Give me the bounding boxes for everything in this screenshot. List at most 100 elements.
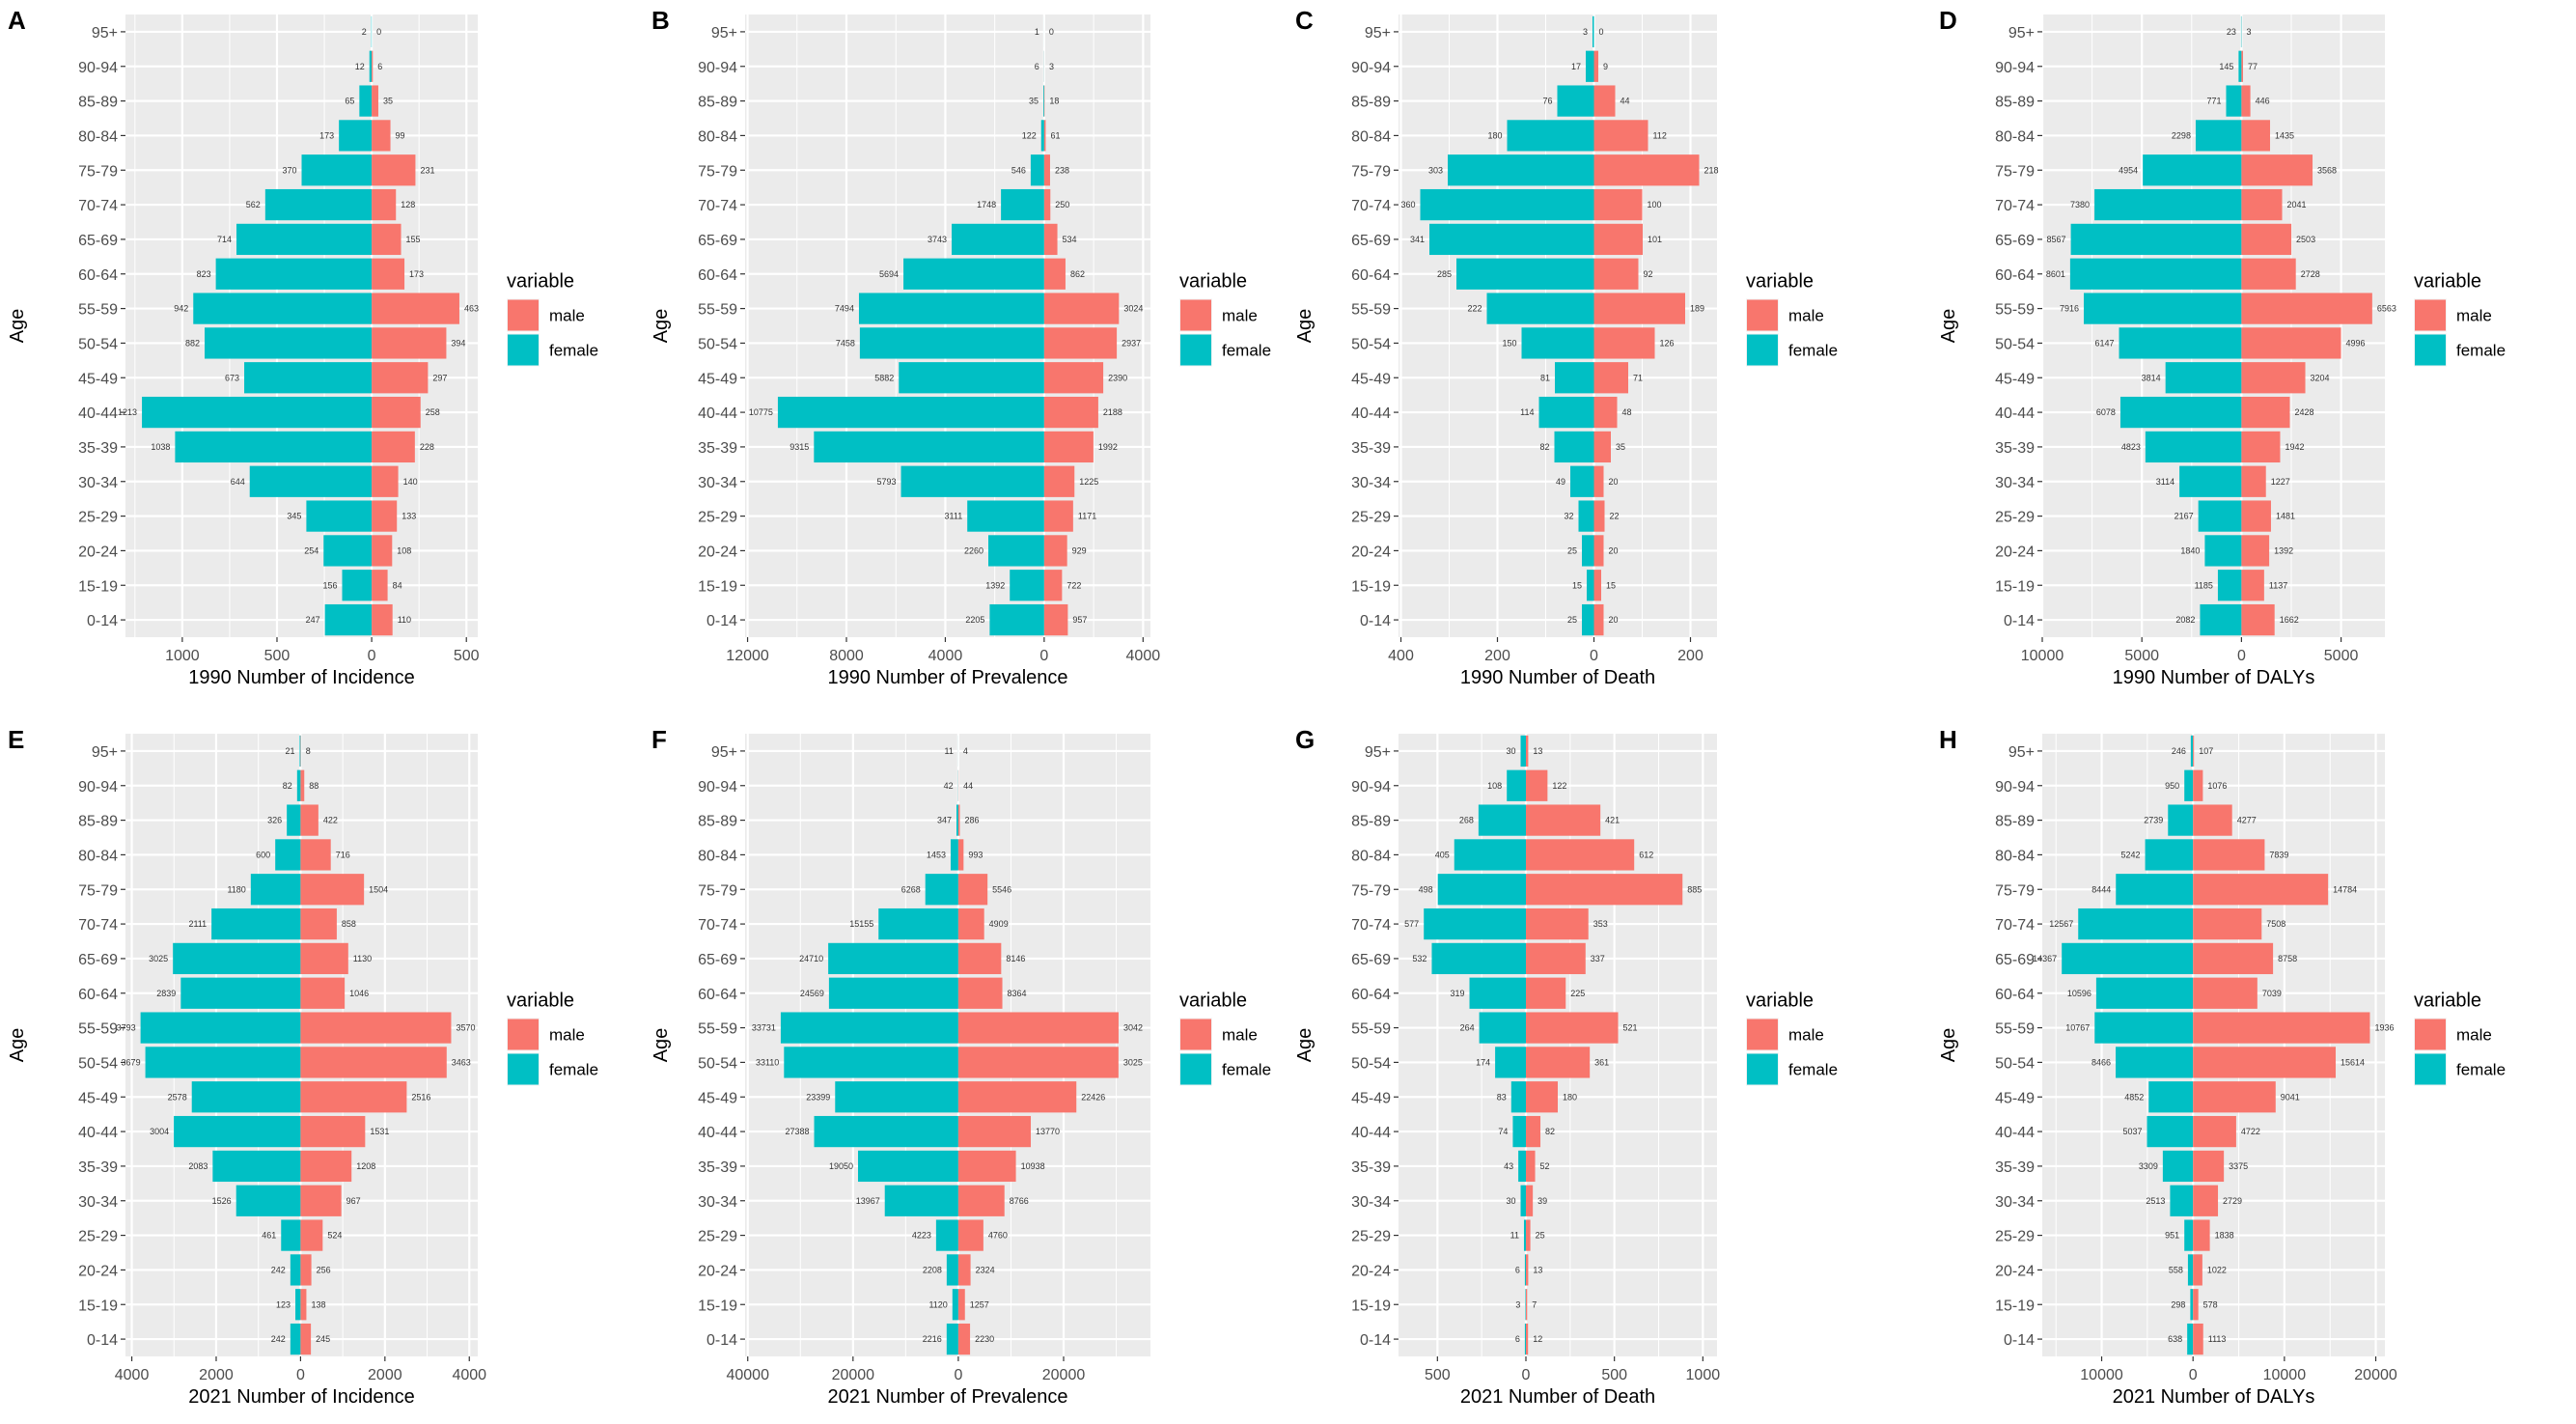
value-label-male: 2188 [1103,407,1122,417]
legend-swatch-male [508,299,539,331]
y-tick-label: 85-89 [78,95,118,111]
bar-male [1593,258,1639,290]
bar-male [1043,603,1068,636]
y-tick-label: 25-29 [1995,510,2035,526]
value-label-female: 19050 [829,1161,853,1171]
y-tick-label: 30-34 [698,475,737,491]
bar-female [211,907,301,940]
value-label-male: 1208 [356,1161,375,1171]
value-label-male: 3463 [452,1057,471,1067]
value-label-male: 1662 [2280,615,2299,625]
value-label-female: 3111 [945,512,963,521]
value-label-male: 0 [376,27,381,37]
value-label-female: 21 [285,746,294,756]
bar-male [2193,769,2203,801]
value-label-male: 885 [1687,884,1702,894]
bar-female [2116,874,2194,906]
legend-label-female: female [1222,1061,1271,1079]
value-label-male: 245 [316,1334,330,1344]
bar-female [2190,735,2194,768]
value-label-female: 11 [1510,1231,1519,1241]
y-tick-label: 15-19 [1351,578,1391,595]
y-tick-label: 60-64 [698,267,737,284]
legend-label-female: female [549,1061,598,1079]
bar-male [300,1115,366,1148]
value-label-female: 771 [2206,97,2221,106]
bar-female [1524,1323,1526,1355]
panel-letter: E [8,725,24,754]
bar-female [2148,1081,2194,1113]
value-label-female: 2260 [964,545,983,555]
value-label-male: 108 [397,545,411,555]
value-label-male: 0 [1599,27,1604,37]
y-tick-label: 85-89 [1995,95,2035,111]
y-tick-label: 85-89 [78,814,118,830]
bar-female [828,942,958,975]
bar-female [2069,258,2242,290]
x-tick-label: 0 [2189,1367,2198,1383]
value-label-female: 3814 [2142,373,2161,382]
y-tick-label: 20-24 [698,544,737,560]
legend-title: variable [507,991,574,1012]
bar-male [957,1289,965,1321]
y-tick-label: 70-74 [1351,917,1391,934]
x-tick-label: 0 [954,1367,962,1383]
value-label-male: 20 [1609,477,1619,487]
bar-male [300,1219,323,1251]
value-label-female: 360 [1400,200,1415,209]
y-tick-label: 0-14 [1360,1332,1391,1349]
bar-female [264,188,373,221]
bar-female [967,500,1044,532]
y-tick-label: 45-49 [1995,1090,2035,1106]
value-label-male: 1137 [2269,580,2287,590]
value-label-male: 2230 [975,1334,994,1344]
value-label-female: 1185 [2195,580,2213,590]
bar-female [858,1150,958,1183]
legend-title: variable [1746,271,1814,293]
y-tick-label: 80-84 [698,848,737,864]
y-tick-label: 25-29 [1351,510,1391,526]
bar-male [372,431,415,463]
bar-male [957,804,960,836]
value-label-male: 1435 [2275,130,2294,140]
value-label-female: 546 [1011,165,1026,175]
value-label-male: 1504 [369,884,388,894]
value-label-male: 84 [393,580,402,590]
value-label-female: 15 [1572,580,1582,590]
bar-female [2195,120,2242,152]
bar-female [275,839,301,871]
bar-female [1424,907,1526,940]
y-tick-label: 45-49 [78,1090,118,1106]
value-label-female: 673 [225,373,239,382]
value-label-male: 110 [398,615,411,625]
bar-female [235,223,373,256]
y-tick-label: 0-14 [87,1332,118,1349]
bar-female [878,907,958,940]
x-tick-label: 20000 [1042,1367,1086,1383]
bar-female [946,1323,958,1355]
bar-male [300,1150,352,1183]
bar-male [1526,1323,1529,1355]
bar-male [372,85,378,117]
bar-male [2193,942,2274,975]
bar-female [287,804,301,836]
bar-male [372,258,405,290]
legend-swatch-female [1747,1053,1778,1085]
x-axis-title: 2021 Number of Prevalence [827,1386,1067,1408]
value-label-female: 3004 [150,1127,169,1136]
x-tick-label: 20000 [2354,1367,2397,1383]
bar-male [957,1150,1016,1183]
bar-male [1043,188,1051,221]
value-label-female: 5882 [874,373,894,382]
value-label-male: 3375 [2229,1161,2248,1171]
bar-male [2241,223,2292,256]
value-label-female: 2739 [2144,816,2163,825]
value-label-male: 1227 [2271,477,2290,487]
y-tick-label: 40-44 [1995,405,2035,422]
bar-female [173,942,301,975]
y-tick-label: 80-84 [78,128,118,145]
y-tick-label: 25-29 [1351,1229,1391,1245]
value-label-male: 3 [2246,27,2251,37]
bar-male [2241,120,2271,152]
y-tick-label: 20-24 [1351,1263,1391,1279]
